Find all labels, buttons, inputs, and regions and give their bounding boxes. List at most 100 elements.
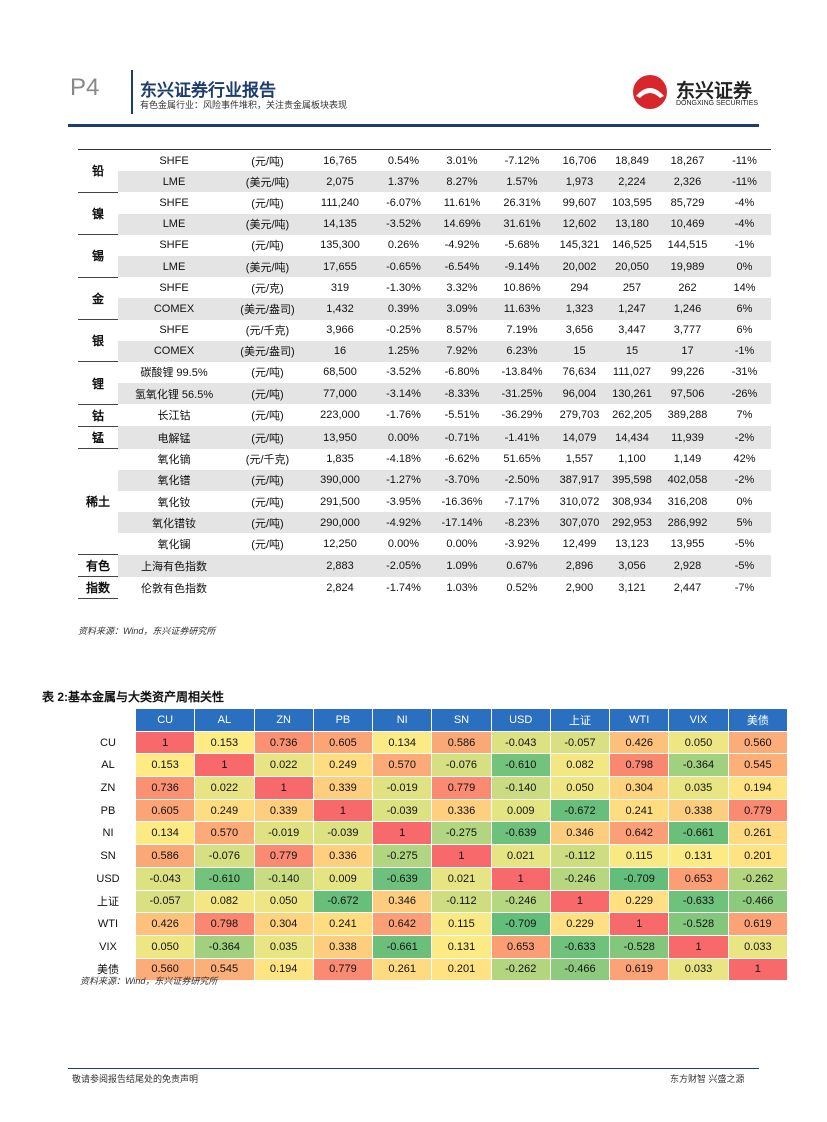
heat-cell: 0.033 xyxy=(727,934,789,959)
table-cell: 310,072 xyxy=(559,495,600,508)
table-cell: -8.33% xyxy=(432,383,492,405)
table-cell: (元/吨) xyxy=(251,240,284,253)
table-row: COMEX (美元/盎司) 16 1.25% 7.92% 6.23% 15 15 17 -1% xyxy=(78,340,771,362)
heat-cell: -0.019 xyxy=(253,821,314,846)
table-cell: 1,432 xyxy=(305,298,375,320)
table-cell: 14,135 xyxy=(305,213,375,235)
table-cell: 14,434 xyxy=(607,426,657,449)
table-title: 表 2:基本金属与大类资产周相关性 xyxy=(42,690,225,704)
row-header: PB xyxy=(80,798,136,823)
table-cell: (美元/吨) xyxy=(230,255,305,278)
heat-cell: 0.201 xyxy=(727,844,789,868)
table-cell: 262,205 xyxy=(612,409,652,422)
table-cell: -1% xyxy=(734,239,755,252)
table-cell: 13,955 xyxy=(670,537,705,550)
heat-cell: 0.241 xyxy=(312,912,374,936)
table-cell: 402,058 xyxy=(657,469,718,491)
row-header: CU xyxy=(80,730,136,755)
table-cell: 0.00% xyxy=(446,537,478,550)
group-cell: 锂 xyxy=(78,361,118,405)
heat-cell: 1 xyxy=(490,866,551,891)
table-cell: (美元/吨) xyxy=(230,213,305,235)
table-cell: -0.65% xyxy=(375,255,432,278)
table-cell: -4.18% xyxy=(386,453,421,466)
table-cell: 262 xyxy=(678,281,697,294)
heat-cell: -0.528 xyxy=(609,934,670,959)
table-cell: 20,050 xyxy=(607,255,657,278)
logo-text: 东兴证券 xyxy=(676,81,753,102)
group-cell: 镍 xyxy=(78,192,118,236)
table-cell: 111,240 xyxy=(320,196,360,209)
table-cell: (元/吨) xyxy=(230,469,305,491)
table-cell: -9.14% xyxy=(492,255,552,278)
table-cell: -4.92% xyxy=(375,512,432,534)
table-cell: -5% xyxy=(734,537,755,550)
heat-cell: 0.134 xyxy=(134,821,196,846)
row-header: ZN xyxy=(80,776,136,800)
table-cell: 291,500 xyxy=(320,495,360,508)
heat-cell: 0.339 xyxy=(312,776,374,800)
column-header: WTI xyxy=(609,708,670,732)
table-cell: 2,224 xyxy=(607,171,657,193)
heat-cell: -0.528 xyxy=(668,912,729,936)
column-header: CU xyxy=(134,708,196,732)
table-row: ZN 0.736 0.022 1 0.339 -0.019 0.779 -0.140 0.050… xyxy=(80,776,789,800)
row-header: AL xyxy=(80,753,136,778)
table-cell: COMEX xyxy=(118,298,230,320)
table-row: USD -0.043 -0.610 -0.140 0.009 -0.639 0.021 1 -0… xyxy=(80,866,789,891)
table-cell: 96,004 xyxy=(552,383,607,405)
group-cell: 金 xyxy=(78,277,118,321)
heat-cell: 0.050 xyxy=(549,776,611,800)
table-cell: -17.14% xyxy=(432,512,492,534)
heat-cell: 1 xyxy=(549,889,611,914)
heat-cell: -0.275 xyxy=(372,844,433,868)
heat-cell: 0.570 xyxy=(372,753,433,778)
table-cell: -4.92% xyxy=(444,239,480,252)
table-cell: COMEX xyxy=(118,340,230,362)
table-cell: -1.30% xyxy=(386,281,421,294)
heat-cell: -0.076 xyxy=(431,753,492,778)
row-header: NI xyxy=(80,821,136,846)
table-cell: 0% xyxy=(736,495,753,508)
heat-cell: 0.229 xyxy=(609,889,670,914)
table-cell: -8.23% xyxy=(492,512,552,534)
table-cell: 395,598 xyxy=(607,469,657,491)
heat-cell: 0.346 xyxy=(372,889,433,914)
heat-cell: 0.779 xyxy=(727,798,789,823)
table-row: 钴 长江钴 (元/吨) 223,000 -1.76% -5.51% -36.29% 279,7… xyxy=(78,404,771,427)
heat-cell: -0.639 xyxy=(372,866,433,891)
table-row: 氧化镨 (元/吨) 390,000 -1.27% -3.70% -2.50% 387,917… xyxy=(78,469,771,491)
table-row: 稀土 氧化镝 (元/千克) 1,835 -4.18% -6.62% 51.65% 1,557 1… xyxy=(78,448,771,556)
heat-cell: -0.466 xyxy=(549,957,611,982)
heat-cell: 1 xyxy=(727,957,789,982)
footer-rule xyxy=(68,1068,759,1069)
table-cell: 1,835 xyxy=(326,453,354,466)
heat-cell: -0.364 xyxy=(194,934,255,959)
heat-cell: -0.140 xyxy=(490,776,551,800)
heat-cell: 0.736 xyxy=(134,776,196,800)
table-cell: 10,469 xyxy=(657,213,718,235)
price-table: 铅 SHFE (元/吨) 16,765 0.54% 3.01% -7.12% 16,706 18… xyxy=(78,150,771,600)
table-cell: 13,950 xyxy=(305,426,375,449)
heat-cell: -0.112 xyxy=(431,889,492,914)
table-cell: (元/吨) xyxy=(230,512,305,534)
heat-cell: 0.261 xyxy=(372,957,433,982)
table-cell: SHFE xyxy=(159,154,189,167)
table-cell: 3,447 xyxy=(618,324,646,337)
table-cell: 294 xyxy=(570,281,589,294)
heat-cell: 0.586 xyxy=(431,730,492,755)
table-cell: -1.41% xyxy=(492,426,552,449)
table-cell: -2% xyxy=(718,426,771,449)
row-header: VIX xyxy=(80,934,136,959)
heat-cell: -0.019 xyxy=(372,776,433,800)
heat-cell: 0.249 xyxy=(194,798,255,823)
table-cell: -0.71% xyxy=(432,426,492,449)
table-cell: 3,056 xyxy=(607,554,657,577)
heat-cell: 0.605 xyxy=(312,730,374,755)
heat-cell: 1 xyxy=(431,844,492,868)
table-row: 金 SHFE (元/克) 319 -1.30% 3.32% 10.86% 294 257 262 1… xyxy=(78,277,771,321)
group-cell: 锰 xyxy=(78,426,118,450)
table-cell: 51.65% xyxy=(503,453,541,466)
row-header: USD xyxy=(80,866,136,891)
